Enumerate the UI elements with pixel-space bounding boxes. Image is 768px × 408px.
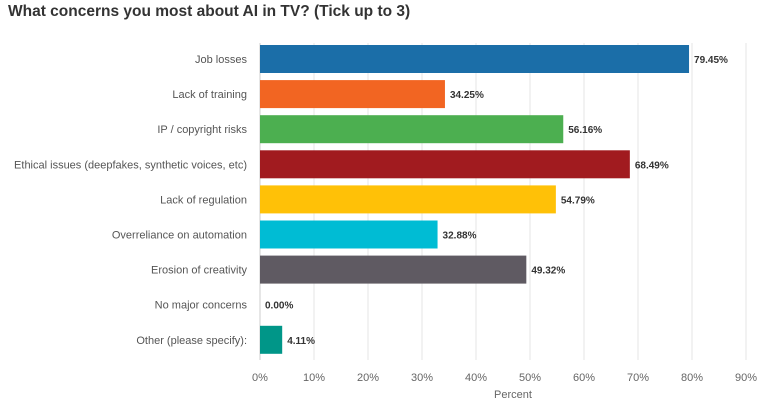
x-tick-label: 0% [252, 372, 268, 384]
category-label: Overreliance on automation [112, 230, 247, 242]
bar [260, 255, 527, 284]
category-label: Erosion of creativity [151, 265, 247, 277]
category-label: IP / copyright risks [157, 124, 247, 136]
x-tick-label: 30% [411, 372, 433, 384]
bar [260, 325, 283, 354]
data-label: 49.32% [531, 266, 565, 277]
data-label: 34.25% [450, 90, 484, 101]
data-label: 79.45% [694, 55, 728, 66]
x-tick-label: 40% [465, 372, 487, 384]
bar [260, 45, 690, 73]
bar [260, 185, 556, 214]
x-axis-label: Percent [494, 389, 532, 401]
bar [260, 150, 630, 179]
data-label: 56.16% [568, 125, 602, 136]
data-label: 0.00% [265, 301, 293, 312]
category-label: Other (please specify): [136, 335, 247, 347]
category-label: No major concerns [155, 300, 248, 312]
chart-title: What concerns you most about AI in TV? (… [8, 3, 411, 20]
data-label: 54.79% [561, 195, 595, 206]
category-label: Job losses [195, 54, 247, 66]
x-tick-label: 70% [627, 372, 649, 384]
category-label: Lack of regulation [160, 194, 247, 206]
bar [260, 115, 564, 144]
bar [260, 80, 445, 109]
x-tick-label: 80% [681, 372, 703, 384]
x-tick-label: 90% [735, 372, 757, 384]
category-label: Lack of training [172, 89, 247, 101]
category-label: Ethical issues (deepfakes, synthetic voi… [14, 159, 247, 171]
x-tick-label: 20% [357, 372, 379, 384]
data-label: 4.11% [287, 336, 315, 347]
x-tick-label: 60% [573, 372, 595, 384]
x-tick-label: 10% [303, 372, 325, 384]
x-tick-label: 50% [519, 372, 541, 384]
data-label: 68.49% [635, 160, 669, 171]
data-label: 32.88% [443, 231, 477, 242]
bar [260, 220, 438, 249]
